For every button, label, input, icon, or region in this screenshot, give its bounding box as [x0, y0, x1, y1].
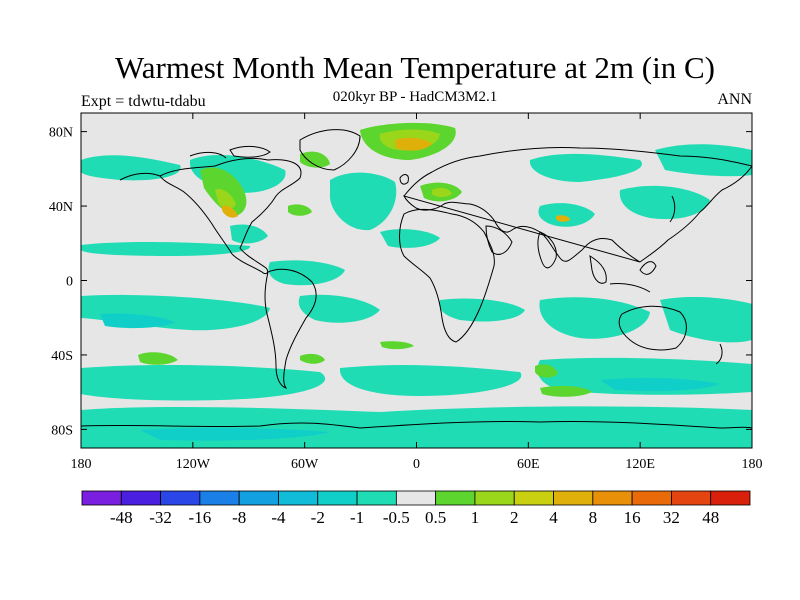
x-tick-label: 180 — [71, 457, 92, 472]
colorbar-swatch — [160, 490, 201, 506]
colorbar-label: -1 — [350, 508, 364, 527]
colorbar-label: -16 — [189, 508, 212, 527]
x-tick-labels: 180 120W 60W 0 60E 120E 180 — [71, 457, 763, 472]
y-tick-labels: 80N 40N 0 40S 80S — [49, 126, 73, 439]
map-subtitle: 020kyr BP - HadCM3M2.1 — [332, 89, 498, 105]
y-tick-label: 80N — [49, 126, 73, 141]
colorbar-label: 2 — [510, 508, 519, 527]
colorbar-swatch — [671, 490, 712, 506]
x-tick-label: 180 — [742, 457, 763, 472]
colorbar-swatch — [435, 490, 476, 506]
x-tick-label: 0 — [413, 457, 420, 472]
colorbar-swatch — [356, 490, 397, 506]
period-label: ANN — [717, 91, 752, 108]
y-tick-label: 0 — [66, 275, 73, 290]
colorbar-label: -4 — [271, 508, 286, 527]
colorbar-label: 16 — [624, 508, 641, 527]
colorbar-label: -2 — [311, 508, 325, 527]
y-tick-label: 80S — [51, 423, 73, 438]
colorbar-label: -32 — [149, 508, 172, 527]
colorbar-swatch — [120, 490, 161, 506]
x-ticks — [80, 113, 753, 448]
colorbar-swatch — [238, 490, 279, 506]
colorbar-label: 32 — [663, 508, 680, 527]
colorbar-swatch — [81, 490, 122, 506]
colorbar-swatch — [317, 490, 358, 506]
colorbar-label: 48 — [702, 508, 719, 527]
x-tick-label: 120W — [176, 457, 211, 472]
colorbar-swatch — [395, 490, 437, 506]
x-tick-label: 120E — [625, 457, 655, 472]
coastlines — [81, 129, 752, 429]
colorbar-label: -8 — [232, 508, 246, 527]
colorbar-label: 0.5 — [425, 508, 446, 527]
colorbar-swatch — [631, 490, 672, 506]
y-tick-label: 40S — [51, 349, 73, 364]
x-tick-label: 60W — [291, 457, 319, 472]
colorbar-swatch — [278, 490, 319, 506]
colorbar-swatch — [474, 490, 515, 506]
colorbar-label: -0.5 — [383, 508, 410, 527]
colorbar-swatch — [513, 490, 554, 506]
colorbar-label: 4 — [549, 508, 558, 527]
colorbar-label: 8 — [589, 508, 598, 527]
colorbar-swatch — [199, 490, 240, 506]
map-title: Warmest Month Mean Temperature at 2m (in… — [115, 50, 715, 85]
anomaly-contours — [81, 122, 752, 448]
colorbar-swatch — [592, 490, 633, 506]
y-ticks — [81, 131, 752, 430]
y-tick-label: 40N — [49, 200, 73, 215]
colorbar-swatch — [710, 490, 751, 506]
experiment-label: Expt = tdwtu-tdabu — [81, 93, 206, 110]
colorbar — [81, 490, 751, 506]
colorbar-label: -48 — [110, 508, 133, 527]
colorbar-label: 1 — [471, 508, 480, 527]
x-tick-label: 60E — [517, 457, 540, 472]
colorbar-swatch — [553, 490, 594, 506]
colorbar-labels: -48 -32 -16 -8 -4 -2 -1 -0.5 0.5 1 2 4 8 16 32 48 — [110, 508, 719, 527]
